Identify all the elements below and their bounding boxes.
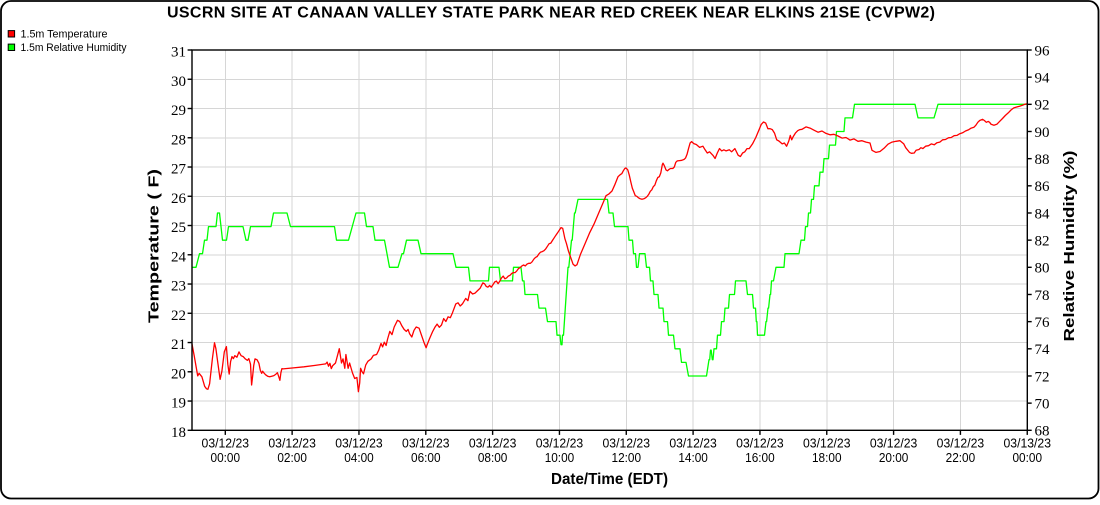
svg-text:03/12/23: 03/12/23 [202,437,250,451]
svg-text:10:00: 10:00 [545,451,575,465]
svg-text:23: 23 [171,279,186,295]
svg-text:04:00: 04:00 [344,451,374,465]
svg-text:72: 72 [1035,369,1050,385]
svg-text:21: 21 [171,337,186,353]
svg-text:06:00: 06:00 [411,451,441,465]
svg-text:82: 82 [1035,234,1050,250]
svg-text:80: 80 [1035,261,1050,277]
svg-text:03/12/23: 03/12/23 [335,437,383,451]
svg-text:27: 27 [171,162,187,178]
svg-text:86: 86 [1035,179,1051,195]
svg-text:26: 26 [171,191,187,207]
svg-text:03/12/23: 03/12/23 [937,437,985,451]
svg-text:03/12/23: 03/12/23 [536,437,584,451]
svg-text:03/12/23: 03/12/23 [803,437,851,451]
svg-text:90: 90 [1035,125,1050,141]
svg-text:02:00: 02:00 [277,451,307,465]
svg-text:29: 29 [171,103,186,119]
svg-text:18:00: 18:00 [812,451,842,465]
svg-text:1.5m Temperature: 1.5m Temperature [21,28,108,40]
svg-text:03/13/23: 03/13/23 [1004,437,1052,451]
svg-text:03/12/23: 03/12/23 [402,437,450,451]
svg-text:25: 25 [171,220,186,236]
svg-text:31: 31 [171,45,186,61]
svg-text:76: 76 [1035,315,1051,331]
svg-text:78: 78 [1035,288,1050,304]
svg-text:94: 94 [1035,71,1051,87]
svg-text:03/12/23: 03/12/23 [603,437,651,451]
svg-text:92: 92 [1035,98,1050,114]
svg-text:96: 96 [1035,43,1051,59]
svg-text:Date/Time (EDT): Date/Time (EDT) [551,471,668,488]
svg-text:16:00: 16:00 [745,451,775,465]
svg-text:03/12/23: 03/12/23 [469,437,517,451]
svg-text:00:00: 00:00 [1013,451,1043,465]
svg-text:Temperature ( F): Temperature ( F) [146,169,163,323]
svg-text:03/12/23: 03/12/23 [669,437,717,451]
svg-text:84: 84 [1035,206,1051,222]
svg-text:18: 18 [171,425,186,441]
svg-text:20: 20 [171,366,186,382]
svg-text:74: 74 [1035,342,1051,358]
svg-text:30: 30 [171,74,186,90]
svg-text:03/12/23: 03/12/23 [870,437,918,451]
svg-text:12:00: 12:00 [612,451,642,465]
svg-text:19: 19 [171,396,186,412]
svg-text:28: 28 [171,132,186,148]
svg-text:08:00: 08:00 [478,451,508,465]
svg-text:03/12/23: 03/12/23 [268,437,316,451]
svg-text:68: 68 [1035,424,1050,440]
svg-text:Relative Humidity (%): Relative Humidity (%) [1061,151,1078,342]
svg-text:00:00: 00:00 [211,451,241,465]
svg-text:1.5m Relative Humidity: 1.5m Relative Humidity [21,42,128,54]
svg-text:88: 88 [1035,152,1050,168]
svg-text:14:00: 14:00 [678,451,708,465]
svg-text:24: 24 [171,249,187,265]
svg-text:70: 70 [1035,397,1050,413]
svg-text:USCRN SITE AT CANAAN VALLEY ST: USCRN SITE AT CANAAN VALLEY STATE PARK N… [167,5,935,22]
svg-text:03/12/23: 03/12/23 [736,437,784,451]
svg-text:20:00: 20:00 [879,451,909,465]
svg-text:22:00: 22:00 [946,451,976,465]
svg-text:22: 22 [171,308,186,324]
